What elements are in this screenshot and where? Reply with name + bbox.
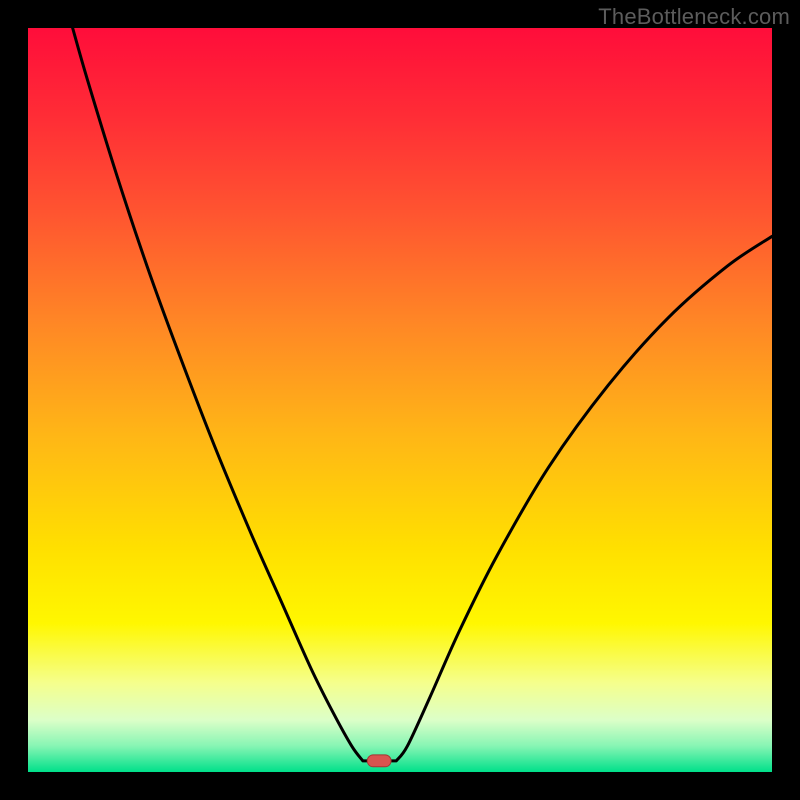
plot-background [28,28,772,772]
optimum-marker [367,755,391,767]
watermark-text: TheBottleneck.com [598,4,790,30]
chart-container: TheBottleneck.com [0,0,800,800]
bottleneck-chart [0,0,800,800]
